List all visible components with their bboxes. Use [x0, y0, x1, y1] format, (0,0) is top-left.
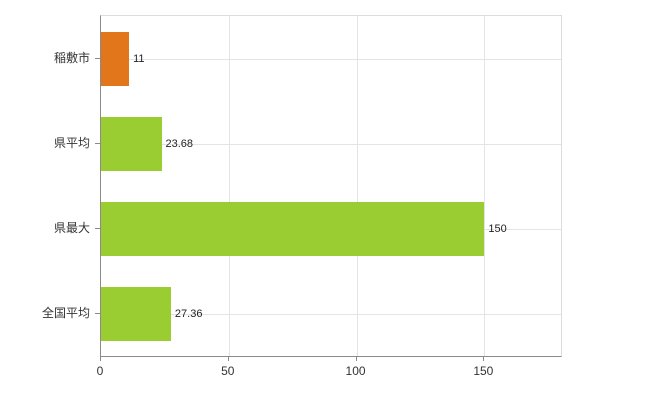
bar-value-label: 150	[488, 222, 507, 235]
bar	[101, 31, 130, 86]
y-tick-mark	[95, 312, 100, 314]
bar	[101, 286, 171, 341]
category-label: 稲敷市	[53, 50, 90, 65]
x-tick-mark	[483, 356, 485, 361]
category-label: 県平均	[53, 135, 90, 150]
x-tick-label: 150	[473, 364, 494, 378]
y-gridline	[101, 143, 561, 145]
y-tick-mark	[95, 227, 100, 229]
x-tick-label: 0	[96, 364, 104, 378]
bar-value-label: 27.36	[174, 307, 203, 320]
x-tick-mark	[355, 356, 357, 361]
x-tick-label: 50	[221, 364, 235, 378]
x-tick-mark	[100, 356, 101, 361]
y-gridline	[101, 313, 561, 315]
x-tick-mark	[227, 356, 229, 361]
bar-value-label: 23.68	[165, 137, 194, 150]
bar	[101, 116, 162, 171]
x-gridline	[484, 16, 486, 356]
bar-value-label: 11	[133, 52, 145, 65]
category-label: 全国平均	[41, 305, 90, 320]
x-gridline	[228, 16, 230, 356]
x-tick-label: 100	[345, 364, 366, 378]
y-gridline	[101, 58, 561, 60]
bar	[101, 201, 485, 256]
y-tick-mark	[95, 142, 100, 144]
x-gridline	[356, 16, 358, 356]
plot-area: 11 23.68 150 27.36	[100, 15, 562, 357]
category-label: 県最大	[53, 220, 90, 235]
y-tick-mark	[95, 57, 100, 59]
